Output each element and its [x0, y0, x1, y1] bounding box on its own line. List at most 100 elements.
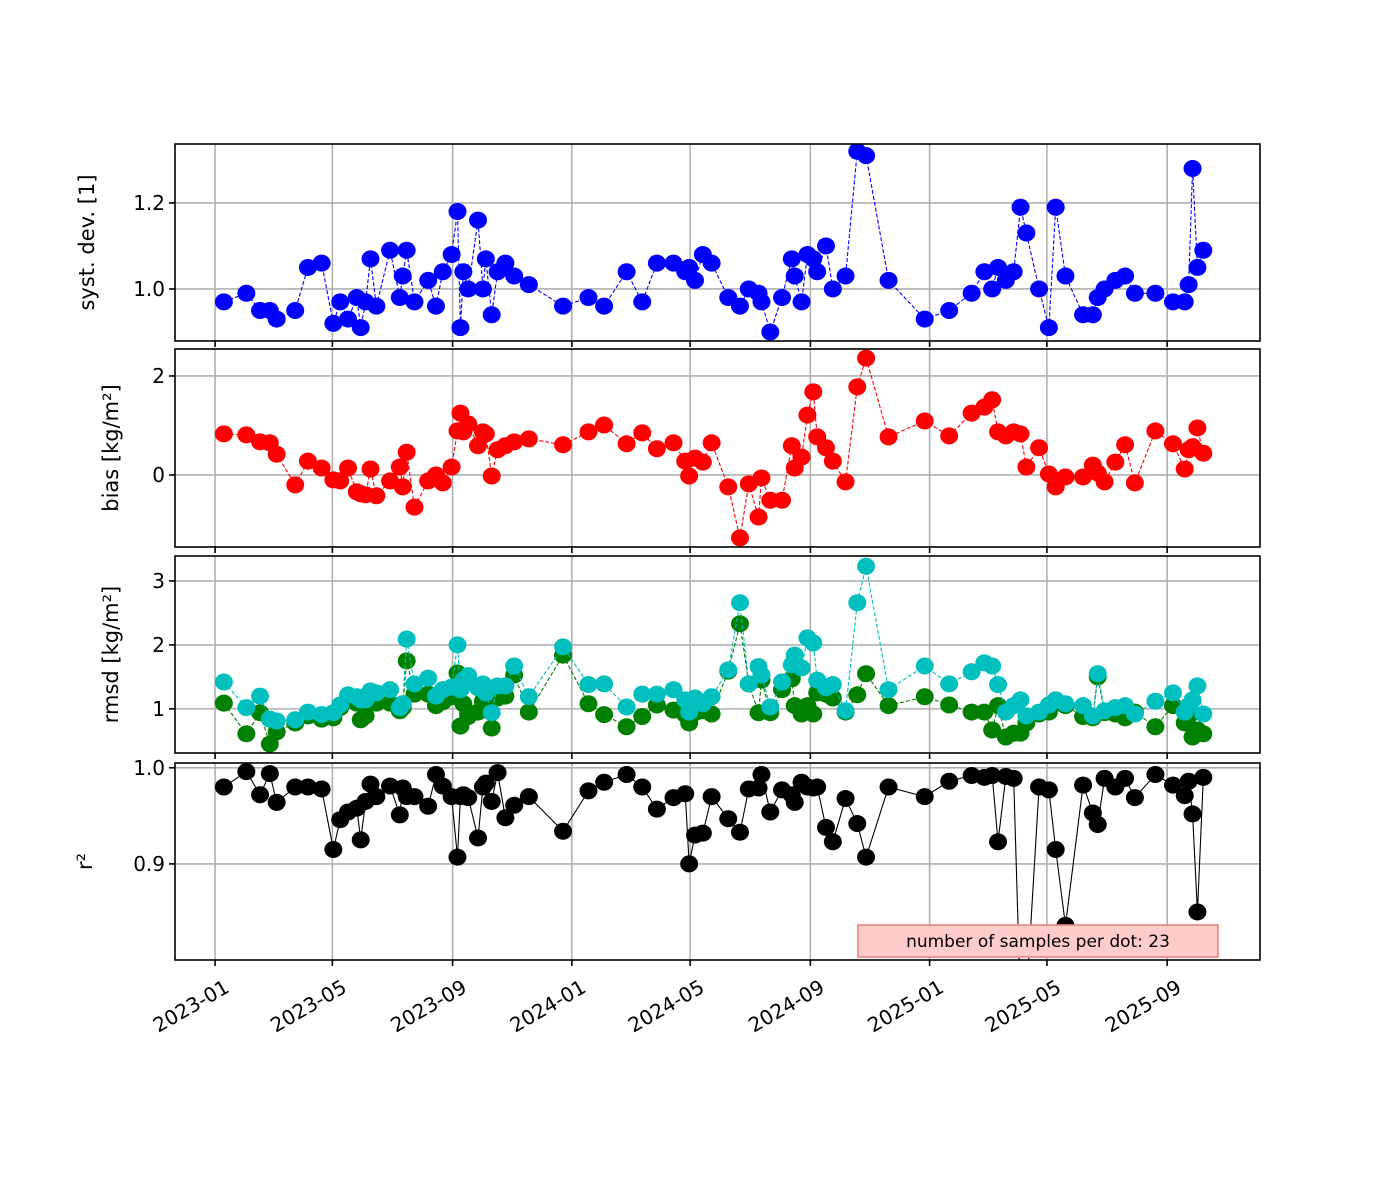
- data-point: [749, 508, 768, 526]
- data-point: [989, 676, 1008, 694]
- data-point: [1188, 258, 1207, 276]
- data-point: [454, 263, 473, 281]
- data-point: [1088, 816, 1107, 834]
- y-tick-label: 0.9: [133, 852, 165, 876]
- data-point: [1039, 465, 1058, 483]
- data-point: [331, 293, 350, 311]
- data-point: [1146, 422, 1165, 440]
- data-point: [554, 436, 573, 454]
- y-tick-label: 1.2: [133, 191, 165, 215]
- data-point: [879, 697, 898, 715]
- data-point: [983, 657, 1002, 675]
- data-point: [1116, 769, 1135, 787]
- data-point: [962, 703, 981, 721]
- panel-2: 1 2 3 rmsd [kg/m²]: [99, 555, 1261, 759]
- data-point: [459, 667, 478, 685]
- data-point: [237, 426, 256, 444]
- data-point: [940, 427, 959, 445]
- data-point: [879, 428, 898, 446]
- axes-frame: [174, 555, 1261, 754]
- data-point: [419, 669, 438, 687]
- data-point: [390, 289, 409, 307]
- data-point: [1164, 684, 1183, 702]
- data-point: [312, 459, 331, 477]
- data-point: [1074, 776, 1093, 794]
- y-tick-label: 2: [152, 364, 165, 388]
- data-point: [983, 280, 1002, 298]
- data-point: [361, 250, 380, 268]
- data-point: [817, 818, 835, 836]
- data-point: [476, 250, 495, 268]
- data-point: [459, 789, 478, 807]
- data-point: [730, 594, 749, 612]
- data-point: [848, 686, 867, 704]
- y-axis-label: rmsd [kg/m²]: [99, 586, 123, 724]
- data-point: [617, 435, 636, 453]
- data-point: [983, 391, 1002, 409]
- data-point: [647, 440, 666, 458]
- data-point: [1188, 903, 1207, 921]
- data-point: [848, 815, 867, 833]
- data-point: [448, 848, 467, 866]
- data-point: [482, 467, 501, 485]
- y-tick-label: 2: [152, 633, 165, 657]
- data-point: [749, 779, 768, 797]
- data-point: [975, 263, 994, 281]
- data-point: [773, 289, 792, 307]
- data-point: [433, 263, 452, 281]
- data-point: [785, 267, 804, 285]
- data-point: [1194, 725, 1213, 743]
- data-point: [1056, 468, 1075, 486]
- data-point: [836, 267, 855, 285]
- data-point: [792, 659, 811, 677]
- data-point: [823, 676, 842, 694]
- data-point: [680, 467, 699, 485]
- data-point: [1088, 665, 1107, 683]
- data-point: [1183, 160, 1202, 178]
- data-point: [251, 687, 270, 705]
- data-point: [367, 487, 386, 505]
- plot-area: [214, 349, 1213, 547]
- data-point: [857, 848, 876, 866]
- data-point: [505, 267, 524, 285]
- data-point: [393, 478, 412, 496]
- data-point: [397, 630, 416, 648]
- data-point: [237, 284, 256, 302]
- data-point: [405, 293, 424, 311]
- data-point: [702, 254, 721, 272]
- data-point: [915, 688, 934, 706]
- data-point: [393, 267, 412, 285]
- data-point: [848, 378, 867, 396]
- data-point: [554, 638, 573, 656]
- data-point: [617, 766, 636, 784]
- data-point: [505, 796, 524, 814]
- data-point: [1188, 677, 1207, 695]
- data-point: [879, 778, 898, 796]
- data-point: [857, 147, 876, 165]
- data-point: [1164, 435, 1183, 453]
- data-point: [702, 788, 721, 806]
- data-point: [312, 780, 331, 798]
- data-point: [433, 474, 452, 492]
- data-point: [940, 696, 959, 714]
- data-point: [451, 319, 470, 337]
- data-point: [361, 460, 380, 478]
- data-point: [312, 254, 331, 272]
- data-point: [1011, 425, 1030, 443]
- data-point: [940, 772, 959, 790]
- data-point: [419, 271, 438, 289]
- data-point: [792, 293, 811, 311]
- data-point: [975, 703, 994, 721]
- data-point: [823, 280, 842, 298]
- data-point: [1125, 474, 1144, 492]
- data-point: [454, 695, 473, 713]
- data-point: [496, 677, 515, 695]
- data-point: [719, 810, 738, 828]
- data-point: [989, 258, 1008, 276]
- data-point: [267, 445, 286, 463]
- data-point: [693, 453, 712, 471]
- data-point: [617, 718, 636, 736]
- data-point: [1194, 444, 1213, 462]
- data-point: [693, 824, 712, 842]
